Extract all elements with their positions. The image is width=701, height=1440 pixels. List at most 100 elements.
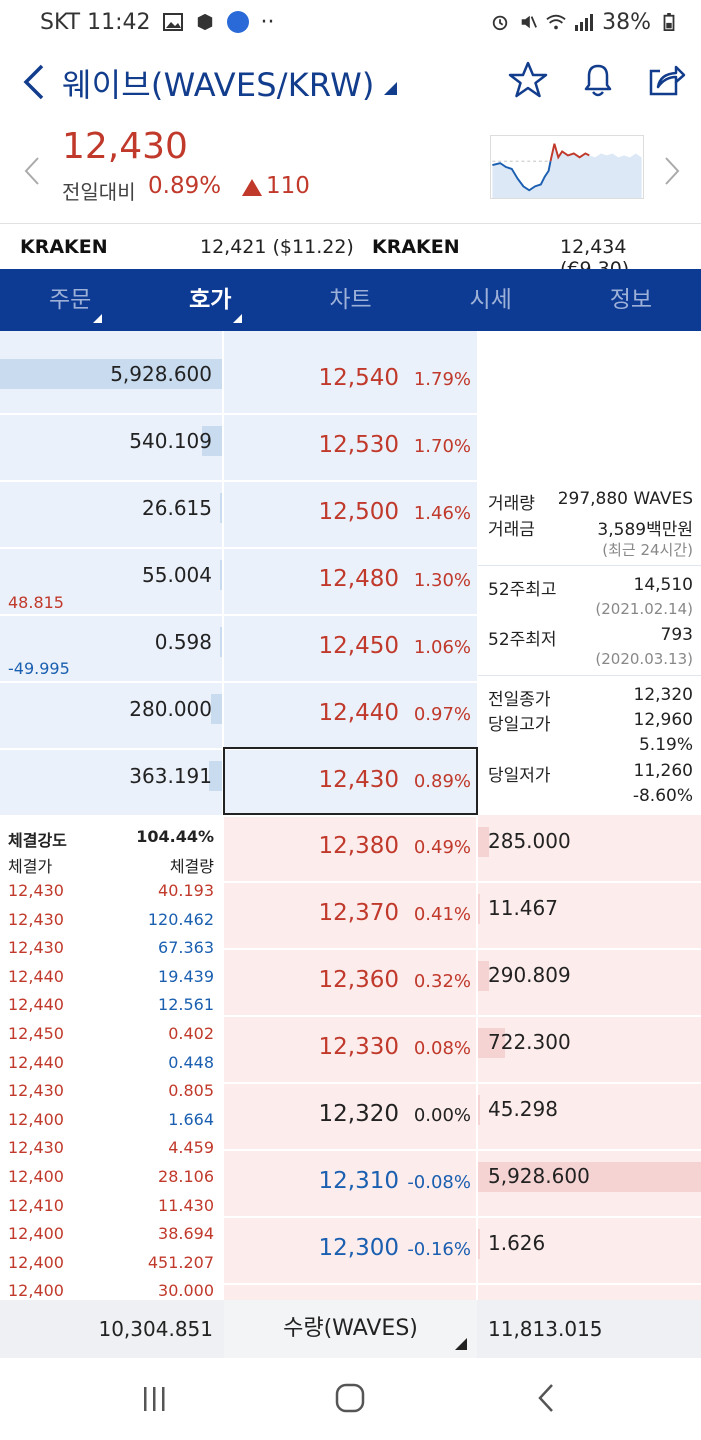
ask-price-cell[interactable]: 12,530 1.70%: [224, 414, 477, 480]
title-dropdown-caret-icon[interactable]: [384, 82, 397, 95]
exchange-price: 12,421 ($11.22): [200, 236, 354, 258]
page-title[interactable]: 웨이브(WAVES/KRW): [62, 66, 375, 104]
ask-price: 12,530: [318, 432, 399, 458]
bid-price-cell[interactable]: 12,310 -0.08%: [224, 1150, 477, 1216]
ask-volume-bar: [220, 627, 222, 657]
trade-qty: 40.193: [158, 881, 214, 900]
share-icon[interactable]: [646, 60, 686, 100]
next-coin-icon[interactable]: [662, 156, 682, 186]
ask-price-cell[interactable]: 12,480 1.30%: [224, 548, 477, 614]
totals-bar: 10,304.851 수량(WAVES) 11,813.015: [0, 1300, 701, 1358]
current-price-highlight: [223, 747, 478, 815]
tab-quotes[interactable]: 시세: [469, 287, 512, 313]
day-high-label: 당일고가: [488, 715, 551, 735]
trade-qty: 38.694: [158, 1224, 214, 1244]
back-arrow-icon[interactable]: [20, 62, 50, 102]
recent-trades: 체결강도 104.44% 체결가 체결량 12,430 40.193 12,430 1…: [0, 815, 222, 1300]
bid-qty-cell[interactable]: 285.000: [478, 815, 701, 881]
day-low-label: 당일저가: [488, 766, 551, 786]
ask-percent: 1.30%: [413, 570, 471, 591]
trade-price: 12,400: [8, 1281, 64, 1301]
bid-qty-cell[interactable]: 5,928.600: [478, 1150, 701, 1216]
bid-qty-cell[interactable]: 45.298: [478, 1083, 701, 1149]
ask-price-cell[interactable]: 12,450 1.06%: [224, 615, 477, 681]
star-icon[interactable]: [508, 60, 548, 100]
ask-price: 12,500: [318, 499, 399, 525]
ask-price-cell[interactable]: 12,440 0.97%: [224, 682, 477, 748]
column-divider: [222, 331, 224, 815]
bid-price-cell[interactable]: 12,370 0.41%: [224, 882, 477, 948]
bid-qty-cell[interactable]: 1.626: [478, 1217, 701, 1283]
ask-sub-value: -49.995: [8, 659, 70, 678]
bid-price-cell[interactable]: 12,360 0.32%: [224, 949, 477, 1015]
mute-icon: [521, 15, 538, 29]
ask-row[interactable]: 26.615 12,500 1.46%: [0, 481, 477, 547]
trade-qty: 0.805: [168, 1081, 214, 1101]
ask-row[interactable]: 5,928.600 12,540 1.79%: [0, 347, 477, 413]
high52-label: 52주최고: [488, 580, 557, 600]
prev-close-label: 전일종가: [488, 690, 551, 710]
trade-row: 12,430 4.459: [0, 1134, 222, 1162]
bid-price: 12,360: [318, 967, 399, 993]
unit-selector[interactable]: 수량(WAVES): [224, 1300, 477, 1358]
trade-price: 12,400: [8, 1224, 64, 1244]
bid-price-cell[interactable]: 12,300 -0.16%: [224, 1217, 477, 1283]
mini-price-chart[interactable]: [490, 135, 644, 199]
ask-percent: 1.46%: [413, 503, 471, 524]
ask-row[interactable]: 0.598 12,450 1.06%: [0, 615, 477, 681]
row-divider: [224, 1082, 701, 1084]
ask-percent: 1.70%: [413, 436, 471, 457]
bell-icon[interactable]: [578, 60, 618, 100]
system-nav-bar: [0, 1358, 701, 1440]
home-icon[interactable]: [334, 1382, 366, 1414]
ask-qty: 5,928.600: [110, 362, 212, 386]
trade-price: 12,450: [8, 1024, 64, 1043]
tab-order[interactable]: 주문: [0, 269, 140, 331]
trade-row: 12,440 0.448: [0, 1049, 222, 1077]
app-notification-icon: [226, 11, 249, 33]
ask-percent: 0.97%: [413, 704, 471, 725]
tab-chart[interactable]: 차트: [329, 287, 372, 313]
ask-price-cell[interactable]: 12,500 1.46%: [224, 481, 477, 547]
back-icon[interactable]: [534, 1382, 558, 1414]
bid-volume-bar: [478, 961, 490, 991]
row-divider: [0, 748, 477, 750]
ask-price-cell[interactable]: 12,540 1.79%: [224, 347, 477, 413]
trade-row: 12,400 28.106: [0, 1163, 222, 1191]
trade-qty: 1.664: [168, 1109, 214, 1129]
tab-bar: 주문 호가 차트 시세 정보: [0, 269, 701, 331]
trade-price: 12,430: [8, 909, 64, 929]
tab-caret-icon: [233, 314, 243, 323]
ask-row[interactable]: 363.191 12,430 0.89%: [0, 749, 477, 815]
tab-orderbook[interactable]: 호가: [140, 269, 280, 331]
bid-total: 11,813.015: [488, 1317, 603, 1341]
ask-qty-cell: 280.000: [0, 682, 222, 748]
strength-value: 104.44%: [136, 827, 214, 846]
ask-qty-cell: 5,928.600: [0, 347, 222, 413]
trade-qty: 19.439: [158, 966, 214, 986]
bid-qty-cell[interactable]: 11.467: [478, 882, 701, 948]
bid-qty-cell[interactable]: 290.809: [478, 949, 701, 1015]
ask-price-cell[interactable]: 12,430 0.89%: [224, 749, 477, 815]
status-bar: SKT 11:42 ·· 38%: [0, 0, 701, 44]
ask-row[interactable]: 540.109 12,530 1.70%: [0, 414, 477, 480]
wifi-icon: [546, 14, 566, 30]
battery-icon: [663, 13, 675, 31]
bid-price-cell[interactable]: 12,330 0.08%: [224, 1016, 477, 1082]
tab-info[interactable]: 정보: [609, 287, 653, 313]
row-divider: [224, 881, 701, 883]
ask-row[interactable]: 280.000 12,440 0.97%: [0, 682, 477, 748]
bid-volume-bar: [478, 1229, 480, 1259]
recent-apps-icon[interactable]: [140, 1384, 170, 1414]
trade-qty-header: 체결량: [169, 857, 214, 876]
bid-qty-cell[interactable]: 722.300: [478, 1016, 701, 1082]
ask-row[interactable]: 55.004 12,480 1.30%: [0, 548, 477, 614]
bid-background: [224, 815, 701, 1300]
ask-qty: 26.615: [142, 496, 212, 520]
ask-volume-bar: [219, 493, 222, 523]
bid-price-cell[interactable]: 12,380 0.49%: [224, 815, 477, 881]
trade-qty: 30.000: [158, 1281, 214, 1301]
previous-coin-icon[interactable]: [22, 156, 42, 186]
trade-row: 12,430 40.193: [0, 877, 222, 905]
bid-price-cell[interactable]: 12,320 0.00%: [224, 1083, 477, 1149]
